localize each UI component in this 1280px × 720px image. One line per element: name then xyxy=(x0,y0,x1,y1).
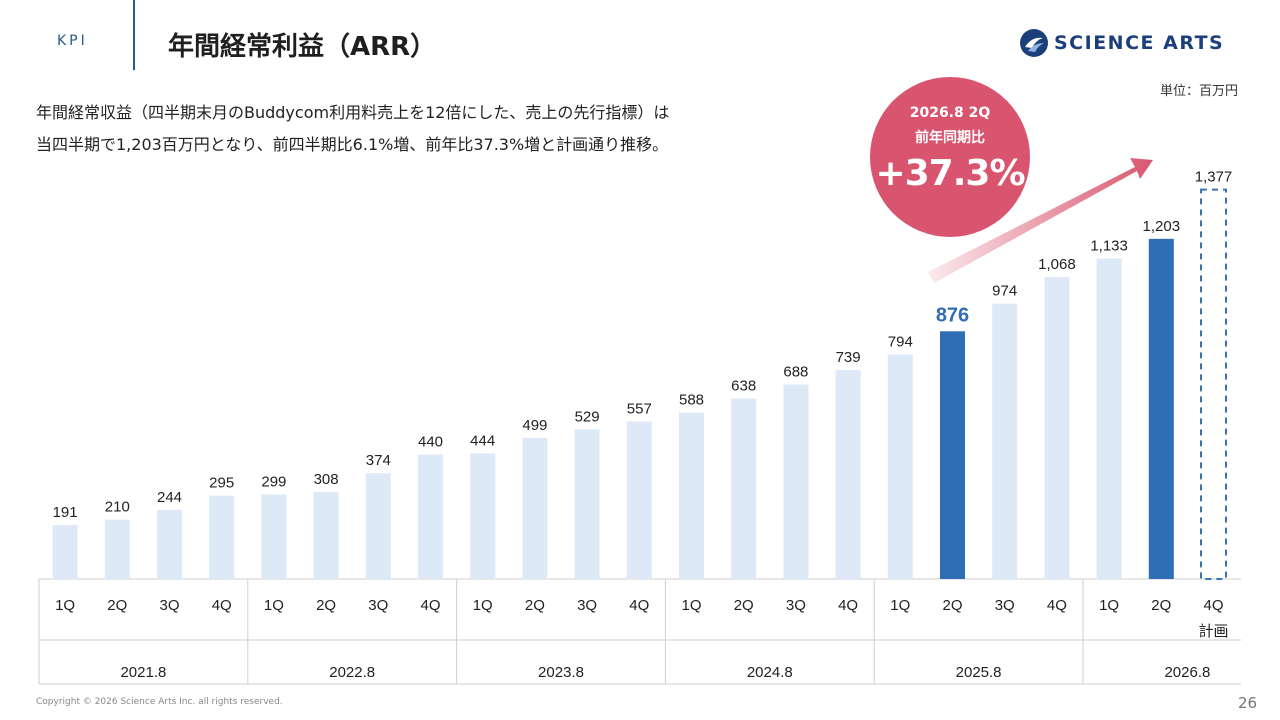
value-label: 440 xyxy=(418,434,443,451)
tick-label: 4Q xyxy=(420,597,440,614)
tick-label: 3Q xyxy=(995,597,1015,614)
value-label: 794 xyxy=(888,333,913,350)
badge-caption: 前年同期比 xyxy=(915,130,985,146)
bar xyxy=(157,510,182,579)
tick-label: 2Q xyxy=(107,597,127,614)
tick-label: 1Q xyxy=(55,597,75,614)
tick-label: 4Q xyxy=(1047,597,1067,614)
tick-label: 4Q xyxy=(629,597,649,614)
title-divider xyxy=(133,0,135,70)
bar xyxy=(731,398,757,579)
group-label: 2023.8 xyxy=(538,664,584,681)
tick-label: 3Q xyxy=(368,597,388,614)
bar xyxy=(313,491,339,579)
group-label: 2026.8 xyxy=(1164,664,1210,681)
value-label: 557 xyxy=(627,401,652,418)
group-label: 2024.8 xyxy=(747,664,793,681)
tick-label: 2Q xyxy=(734,597,754,614)
group-label: 2021.8 xyxy=(120,664,166,681)
tick-label: 2Q xyxy=(316,597,336,614)
bar xyxy=(261,494,287,579)
value-label: 308 xyxy=(314,471,339,488)
yoy-growth-badge: 2026.8 2Q 前年同期比 +37.3% xyxy=(870,77,1030,237)
value-label: 210 xyxy=(105,499,130,516)
growth-arrow xyxy=(928,158,1153,283)
tick-label: 2Q xyxy=(942,597,962,614)
value-label: 444 xyxy=(470,432,495,449)
group-label: 2025.8 xyxy=(956,664,1002,681)
value-label: 1,377 xyxy=(1195,169,1233,186)
value-label: 1,133 xyxy=(1090,238,1128,255)
logo-mark-icon xyxy=(1020,29,1048,57)
tick-label: 2Q xyxy=(1151,597,1171,614)
bar-plan xyxy=(1200,188,1227,580)
bar xyxy=(209,495,235,579)
tick-label: 1Q xyxy=(890,597,910,614)
company-logo: SCIENCE ARTS xyxy=(1019,28,1249,60)
tick-label: 3Q xyxy=(159,597,179,614)
page-number: 26 xyxy=(1238,694,1258,712)
bar xyxy=(1096,258,1122,579)
tick-label: 1Q xyxy=(473,597,493,614)
value-label: 244 xyxy=(157,489,182,506)
bar-highlight xyxy=(940,331,965,579)
value-label: 191 xyxy=(53,504,78,521)
bar xyxy=(835,370,861,579)
bar xyxy=(104,519,130,579)
tick-note-label: 計画 xyxy=(1198,623,1228,640)
value-label: 588 xyxy=(679,392,704,409)
value-label: 299 xyxy=(261,473,286,490)
copyright: Copyright © 2026 Science Arts Inc. all r… xyxy=(36,697,283,707)
tick-label: 2Q xyxy=(525,597,545,614)
description-line-2: 当四半期で1,203百万円となり、前四半期比6.1%増、前年比37.3%増と計画… xyxy=(36,135,669,154)
tick-label: 1Q xyxy=(264,597,284,614)
bar xyxy=(52,524,78,579)
value-label: 529 xyxy=(575,408,600,425)
value-label: 688 xyxy=(783,363,808,380)
value-label: 295 xyxy=(209,475,234,492)
bar xyxy=(1044,277,1070,579)
tick-label: 4Q xyxy=(838,597,858,614)
tick-label: 4Q xyxy=(212,597,232,614)
bar xyxy=(522,437,548,579)
tick-label: 3Q xyxy=(786,597,806,614)
logo-text: SCIENCE ARTS xyxy=(1054,32,1225,54)
tick-label: 4Q xyxy=(1203,597,1223,614)
value-label: 974 xyxy=(992,283,1017,300)
bar xyxy=(626,421,652,579)
bar xyxy=(679,412,704,579)
value-label: 499 xyxy=(522,417,547,434)
value-label: 1,068 xyxy=(1038,256,1076,273)
value-label: 739 xyxy=(836,349,861,366)
tick-label: 3Q xyxy=(577,597,597,614)
page-title: 年間経常利益（ARR） xyxy=(168,32,437,62)
bar xyxy=(783,384,809,579)
badge-value: +37.3% xyxy=(875,153,1025,194)
bar-highlight xyxy=(1148,238,1174,580)
bar xyxy=(418,454,443,579)
tick-label: 1Q xyxy=(1099,597,1119,614)
bar xyxy=(887,354,913,579)
bar xyxy=(574,429,600,579)
description-line-1: 年間経常収益（四半期末月のBuddycom利用料売上を12倍にした、売上の先行指… xyxy=(36,103,670,122)
group-label: 2022.8 xyxy=(329,664,375,681)
bar xyxy=(470,453,496,579)
tick-label: 1Q xyxy=(681,597,701,614)
unit-label: 単位：百万円 xyxy=(1160,84,1239,99)
value-label: 876 xyxy=(936,304,969,326)
bar xyxy=(992,303,1018,579)
bar xyxy=(365,473,391,579)
description: 年間経常収益（四半期末月のBuddycom利用料売上を12倍にした、売上の先行指… xyxy=(36,97,796,161)
badge-period: 2026.8 2Q xyxy=(909,105,991,121)
value-label: 638 xyxy=(731,378,756,395)
value-label: 1,203 xyxy=(1143,218,1181,235)
value-label: 374 xyxy=(366,452,391,469)
section-label: KPI xyxy=(57,33,88,49)
